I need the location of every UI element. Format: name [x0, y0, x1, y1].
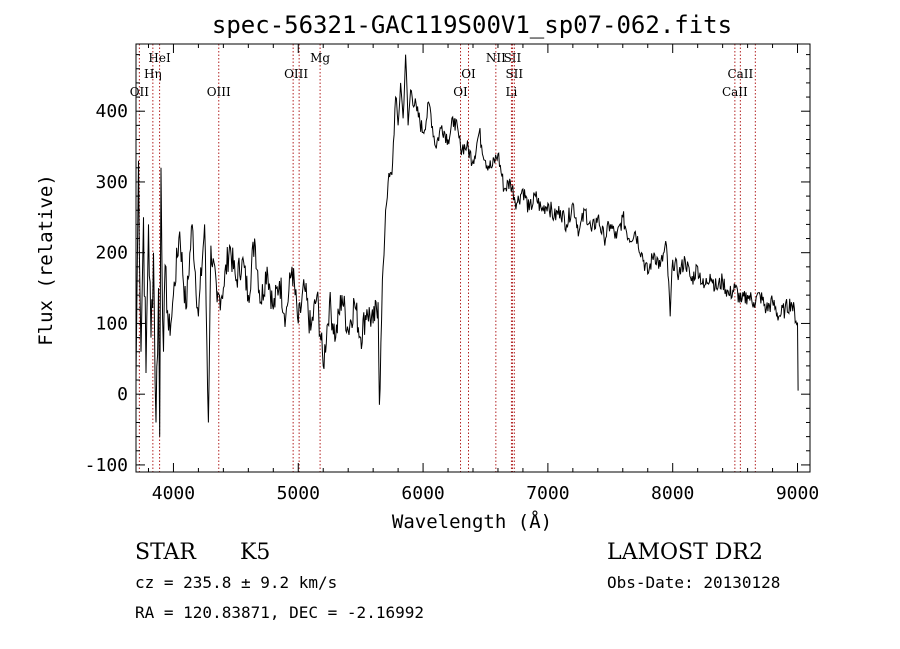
x-tick-label-0: 4000 — [152, 483, 195, 504]
line-label-7: OI — [461, 67, 476, 81]
spectral-class: STAR — [135, 540, 196, 565]
line-label-12: CaII — [727, 67, 753, 81]
y-tick-label-2: 100 — [95, 313, 128, 334]
spectral-subclass: K5 — [240, 540, 271, 565]
chart-title: spec-56321-GAC119S00V1_sp07-062.fits — [212, 11, 732, 39]
line-label-6: OI — [453, 85, 468, 99]
y-tick-label-3: 200 — [95, 243, 128, 264]
line-label-11: Li — [506, 85, 518, 99]
x-tick-label-1: 5000 — [277, 483, 320, 504]
line-label-5: Mg — [310, 51, 330, 65]
y-tick-label-4: 300 — [95, 172, 128, 193]
line-label-4: OIII — [284, 67, 308, 81]
y-tick-label-0: -100 — [85, 455, 128, 476]
spectrum-series — [135, 54, 799, 437]
x-tick-label-2: 6000 — [401, 483, 444, 504]
sky-coordinates: RA = 120.83871, DEC = -2.16992 — [135, 603, 424, 622]
line-label-1: Hη — [144, 67, 162, 81]
line-label-2: HeI — [148, 51, 171, 65]
emission-line-markers: OIIHηHeIOIIIOIIIMgOIOINIISIISIILiCaIICaI… — [130, 44, 756, 472]
redshift-velocity: cz = 235.8 ± 9.2 km/s — [135, 573, 338, 592]
spectrum-line-0 — [135, 54, 799, 437]
observation-date: Obs-Date: 20130128 — [607, 573, 781, 592]
y-tick-label-1: 0 — [117, 384, 128, 405]
line-label-10: SII — [505, 67, 523, 81]
line-label-13: CaII — [722, 85, 748, 99]
x-tick-label-4: 8000 — [651, 483, 694, 504]
x-tick-label-3: 7000 — [526, 483, 569, 504]
y-tick-label-5: 400 — [95, 101, 128, 122]
line-label-0: OII — [130, 85, 150, 99]
line-label-8: NII — [486, 51, 506, 65]
survey-name: LAMOST DR2 — [607, 540, 763, 565]
x-tick-label-5: 9000 — [776, 483, 819, 504]
line-label-3: OIII — [207, 85, 231, 99]
plot-frame — [135, 43, 811, 473]
axis-ticks: 4000 5000 6000 7000 8000 9000 -100 0 100 200 300 40… — [85, 44, 819, 504]
y-axis-label: Flux (relative) — [35, 174, 57, 346]
x-axis-label: Wavelength (Å) — [392, 510, 552, 533]
line-label-9: SII — [504, 51, 522, 65]
